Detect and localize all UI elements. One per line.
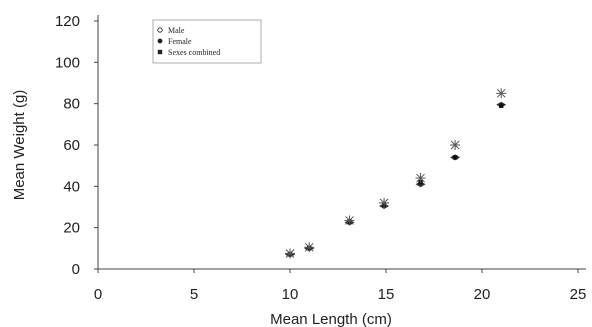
x-axis-title: Mean Length (cm) (270, 311, 392, 327)
x-tick-label: 15 (378, 286, 395, 303)
y-axis-ticks: 0 20 40 60 80 100 120 (55, 13, 98, 278)
x-tick-label: 10 (282, 286, 299, 303)
legend-marker-icon (157, 27, 163, 33)
x-tick-label: 20 (474, 286, 491, 303)
legend-marker-icon (157, 49, 163, 55)
y-tick-label: 0 (72, 261, 80, 278)
y-axis-title: Mean Weight (g) (11, 90, 28, 201)
x-tick-label: 25 (570, 286, 587, 303)
legend-box (152, 19, 262, 64)
y-tick-label: 40 (63, 178, 80, 195)
y-tick-label: 100 (55, 54, 80, 71)
data-point-male (285, 248, 295, 259)
data-point-male (304, 242, 315, 253)
legend-label: Sexes combined (168, 48, 220, 57)
y-tick-label: 20 (63, 220, 80, 237)
data-point-male (496, 88, 507, 99)
legend-marker-icon (157, 38, 163, 44)
plot-area (97, 15, 586, 270)
data-point-male (415, 173, 426, 184)
data-point-male (344, 215, 355, 226)
x-tick-label: 5 (190, 286, 198, 303)
legend-label: Female (168, 37, 192, 46)
data-point-male (379, 197, 390, 208)
data-point-sexes-combined (452, 155, 458, 160)
y-tick-label: 60 (63, 137, 80, 154)
legend: Male Female Sexes combined (152, 19, 262, 64)
legend-items: Male Female Sexes combined (157, 26, 220, 57)
y-tick-label: 80 (63, 96, 80, 113)
y-tick-label: 120 (55, 13, 80, 30)
data-point-male (450, 140, 461, 150)
data-points (285, 88, 507, 259)
legend-label: Male (168, 26, 185, 35)
data-point-sexes-combined (499, 103, 504, 108)
x-tick-label: 0 (94, 286, 102, 303)
x-axis-ticks: 0 5 10 15 20 25 (94, 269, 587, 303)
